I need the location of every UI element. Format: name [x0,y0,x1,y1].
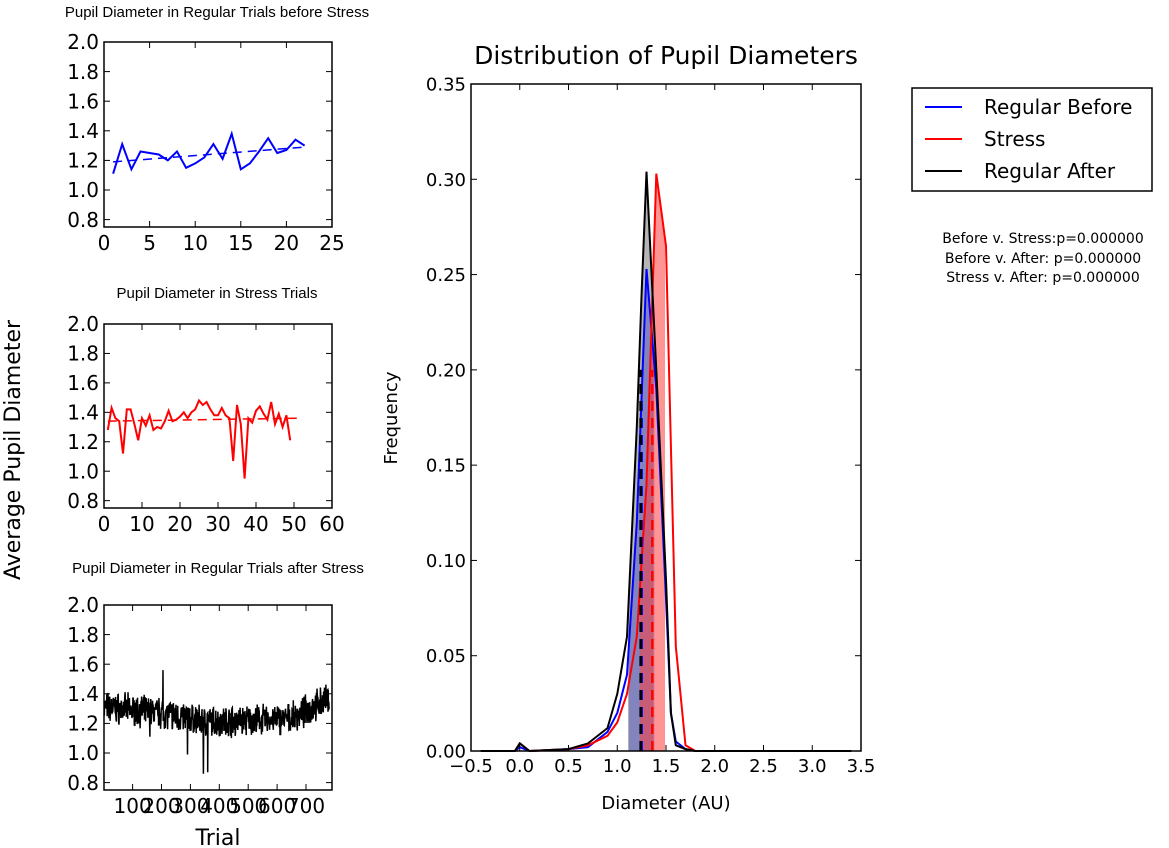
y-tick-label: 2.0 [67,30,99,54]
y-tick-label: 1.8 [67,623,99,647]
x-tick-label: 2.0 [700,756,729,777]
plot-frame [103,604,333,791]
x-tick-label: 0.0 [505,756,534,777]
y-tick-label: 1.2 [67,712,99,736]
x-tick-label: 3.5 [847,756,876,777]
x-tick-label: 0 [98,231,111,255]
x-tick-label: 2.5 [749,756,778,777]
series-line [480,268,852,753]
y-tick-label: 0.8 [67,489,99,513]
y-tick-label: 1.4 [67,119,99,143]
chart-distribution: Distribution of Pupil Diameters Diameter… [381,41,875,814]
series-line [103,670,330,774]
legend-label-regular-before: Regular Before [984,95,1132,119]
x-tick-label: 10 [182,231,207,255]
series-line [106,398,292,479]
x-tick-label: 40 [243,512,268,536]
chart-title: Pupil Diameter in Regular Trials after S… [72,560,364,577]
trend-line [107,417,298,422]
series-line [480,173,852,753]
y-tick-label: 0.10 [426,551,466,572]
chart-title: Pupil Diameter in Regular Trials before … [65,4,369,21]
y-tick-label: 0.8 [67,208,99,232]
stat-stress-v-after: Stress v. After: p=0.000000 [946,270,1140,286]
chart-stress: Pupil Diameter in Stress Trials 0 10 20 30 4… [67,285,345,536]
x-tick-label: 1.0 [603,756,632,777]
y-tick-label: 0.00 [426,741,466,762]
stat-before-v-stress: Before v. Stress:p=0.000000 [942,231,1143,247]
x-tick-label: 10 [129,512,154,536]
y-tick-label: 1.0 [67,459,99,483]
y-tick-label: 0.30 [426,170,466,191]
y-tick-label: 0.8 [67,771,99,795]
x-tick-label: 400 [200,794,238,818]
plot-frame [103,41,333,228]
y-tick-label: 1.8 [67,60,99,84]
legend-label-stress: Stress [984,127,1045,151]
y-tick-label: 1.6 [67,89,99,113]
x-tick-label: 1.5 [652,756,681,777]
x-axis-label: Diameter (AU) [601,793,730,814]
trend-line [113,146,305,163]
y-tick-label: 2.0 [67,593,99,617]
y-tick-label: 0.15 [426,456,466,477]
x-tick-label: 60 [319,512,344,536]
chart-title: Pupil Diameter in Stress Trials [117,285,318,302]
shared-y-axis-label: Average Pupil Diameter [1,319,26,580]
chart-title: Distribution of Pupil Diameters [474,41,858,70]
y-tick-label: 2.0 [67,312,99,336]
y-tick-label: 0.05 [426,646,466,667]
y-tick-label: 1.6 [67,371,99,395]
stats-annotation: Before v. Stress:p=0.000000 Before v. Af… [942,231,1143,286]
y-tick-label: 1.0 [67,178,99,202]
x-tick-label: 0.5 [554,756,583,777]
x-tick-label: 200 [142,794,180,818]
x-tick-label: 20 [274,231,299,255]
stat-before-v-after: Before v. After: p=0.000000 [945,251,1141,267]
x-tick-label: 600 [258,794,296,818]
y-tick-label: 1.8 [67,342,99,366]
y-tick-label: 0.35 [426,74,466,95]
x-tick-label: 30 [205,512,230,536]
y-tick-label: 1.2 [67,430,99,454]
y-tick-label: 1.4 [67,401,99,425]
y-tick-label: 1.6 [67,652,99,676]
plot-frame [470,83,862,752]
x-tick-label: 300 [171,794,209,818]
y-axis-label: Frequency [381,371,402,464]
chart-regular-after: Pupil Diameter in Regular Trials after S… [67,560,364,848]
series-fill [639,173,666,751]
legend: Regular Before Stress Regular After [911,87,1153,192]
x-tick-label: 50 [281,512,306,536]
x-axis-label: Trial [195,826,241,848]
x-tick-label: 500 [229,794,267,818]
x-tick-label: 100 [114,794,152,818]
x-tick-label: 3.0 [798,756,827,777]
x-tick-label: 20 [167,512,192,536]
x-tick-label: 25 [319,231,344,255]
y-tick-label: 0.25 [426,265,466,286]
y-tick-label: 1.4 [67,682,99,706]
chart-regular-before: Pupil Diameter in Regular Trials before … [65,4,369,255]
y-tick-label: 1.2 [67,149,99,173]
legend-label-regular-after: Regular After [984,159,1116,183]
x-tick-label: −0.5 [449,756,493,777]
y-tick-label: 1.0 [67,741,99,765]
y-tick-label: 0.20 [426,360,466,381]
x-tick-label: 15 [228,231,253,255]
x-tick-label: 700 [287,794,325,818]
x-tick-label: 5 [143,231,156,255]
series-line [112,130,306,174]
x-tick-label: 0 [98,512,111,536]
